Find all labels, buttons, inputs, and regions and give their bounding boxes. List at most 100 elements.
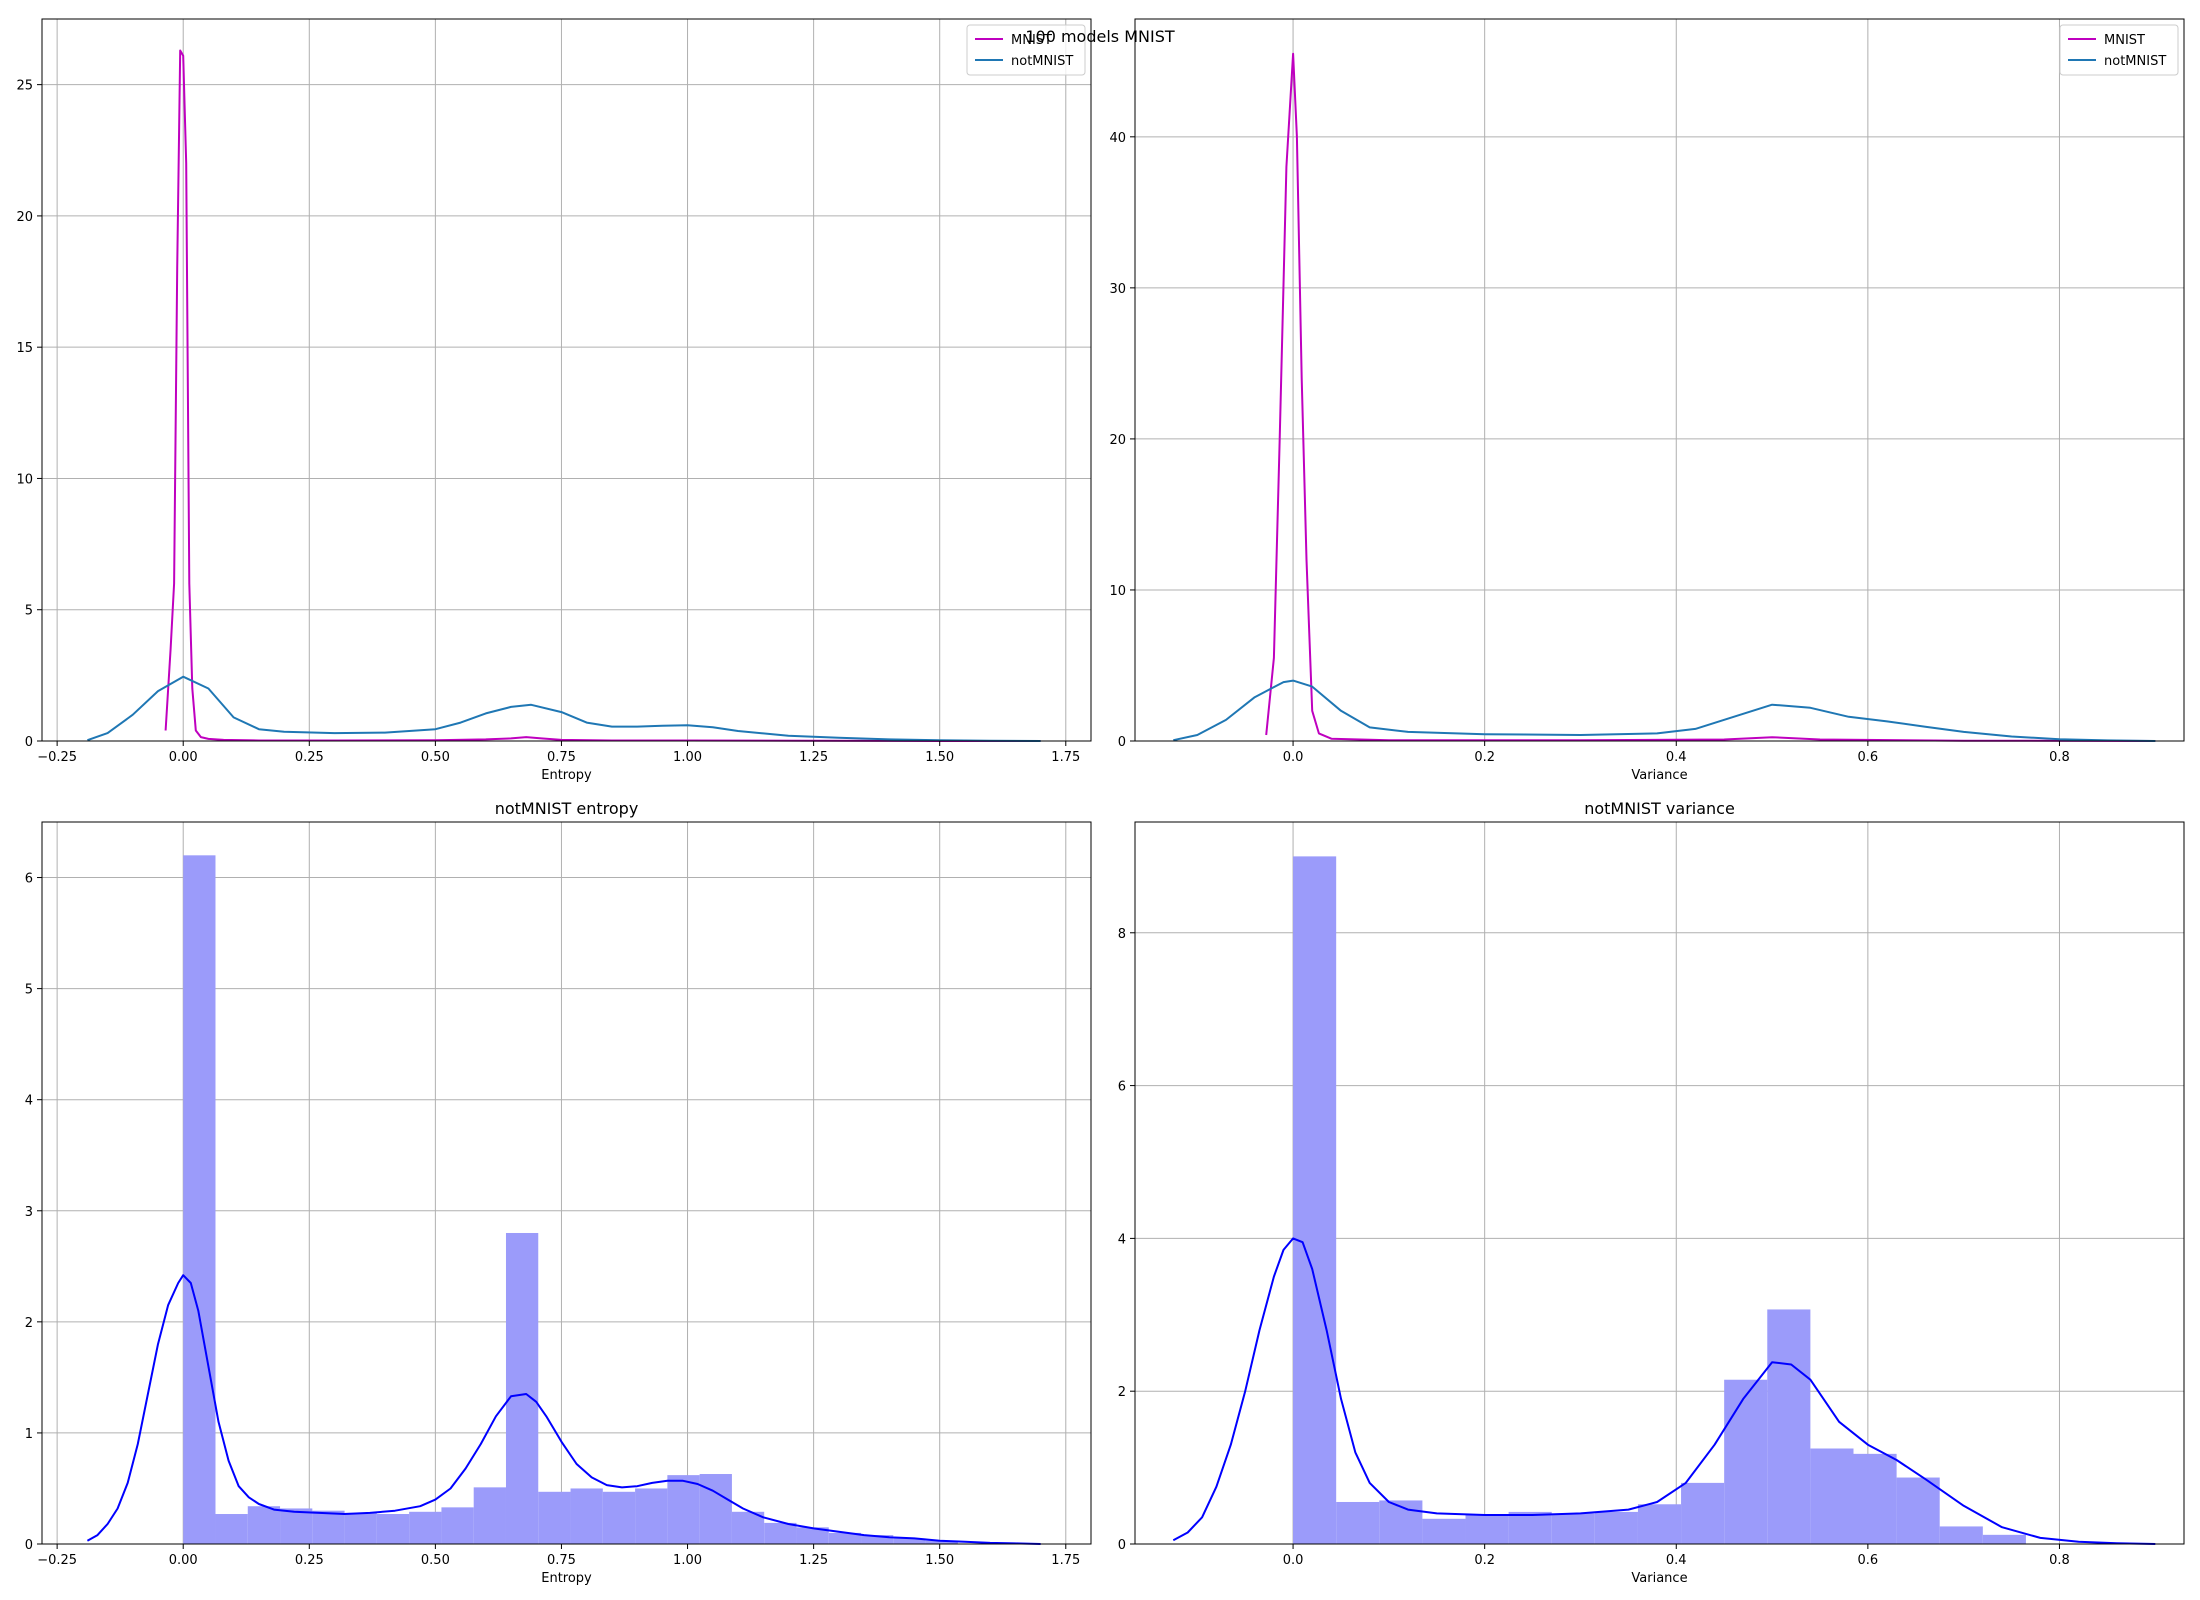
y-tick-label: 15 — [16, 341, 33, 356]
kde-line — [86, 1274, 1041, 1545]
y-tick-label: 0 — [25, 735, 33, 750]
y-tick-label: 10 — [16, 472, 33, 487]
histogram-bar — [1767, 1309, 1811, 1544]
legend-label: MNIST — [1011, 33, 1052, 48]
y-tick-label: 3 — [25, 1205, 33, 1220]
x-axis-label: Entropy — [541, 1571, 592, 1586]
legend-label: MNIST — [2104, 33, 2145, 48]
subplot-variance-kde: 0.0 0.2 0.4 0.6 0.8 0 10 20 30 40 Variance MNIST not… — [1109, 18, 2185, 783]
y-tick-label: 30 — [1109, 282, 1126, 297]
y-tick-label: 20 — [16, 210, 33, 225]
histogram-bar — [828, 1532, 862, 1544]
x-tick-label: 1.50 — [925, 750, 954, 765]
histogram-bar — [1724, 1379, 1768, 1544]
subplot-title: notMNIST entropy — [495, 799, 639, 818]
histogram-bar — [505, 1232, 539, 1544]
y-tick-label: 2 — [25, 1316, 33, 1331]
y-tick-label: 5 — [25, 983, 33, 998]
histogram-bar — [893, 1538, 926, 1544]
y-tick-label: 6 — [25, 872, 33, 887]
histogram-bar — [1853, 1453, 1897, 1544]
x-tick-label: 0.00 — [169, 1553, 198, 1568]
x-tick-label: 0.75 — [547, 1553, 576, 1568]
x-tick-label: 0.25 — [295, 750, 324, 765]
x-axis-label: Variance — [1631, 768, 1687, 783]
legend-label: notMNIST — [1011, 54, 1073, 69]
axes-frame — [41, 821, 1092, 1545]
subplot-title: notMNIST variance — [1584, 799, 1735, 818]
histogram-bar — [1982, 1534, 2026, 1544]
x-tick-label: 0.8 — [2049, 750, 2070, 765]
histogram-bar — [796, 1527, 829, 1544]
axes-frame — [1134, 18, 2185, 742]
histogram-bar — [409, 1511, 442, 1544]
x-tick-label: 0.6 — [1858, 750, 1879, 765]
subplot-entropy-kde: −0.25 0.00 0.25 0.50 0.75 1.00 1.25 1.50 1.75 0 5 1… — [16, 18, 1092, 783]
axes-frame — [41, 18, 1092, 742]
x-tick-label: 0.50 — [421, 1553, 450, 1568]
histogram-bar — [344, 1512, 377, 1544]
x-tick-label: 1.25 — [799, 1553, 828, 1568]
x-tick-label: −0.25 — [37, 1553, 77, 1568]
subplot-entropy-hist: −0.25 0.00 0.25 0.50 0.75 1.00 1.25 1.50 1.75 0 1 2… — [25, 799, 1092, 1586]
x-tick-label: 0.6 — [1858, 1553, 1879, 1568]
y-tick-label: 4 — [25, 1094, 33, 1109]
histogram-bar — [602, 1491, 636, 1544]
y-tick-label: 0 — [1118, 735, 1126, 750]
legend-frame — [2059, 24, 2179, 76]
series-line-mnist — [164, 49, 1041, 742]
x-tick-label: 0.4 — [1666, 750, 1687, 765]
x-tick-label: 1.00 — [673, 750, 702, 765]
histogram-bar — [1465, 1514, 1509, 1544]
y-tick-label: 4 — [1118, 1232, 1126, 1247]
x-tick-label: −0.25 — [37, 750, 77, 765]
legend: MNIST notMNIST — [966, 24, 1086, 76]
histogram-bar — [441, 1507, 474, 1544]
histogram-bar — [1681, 1482, 1725, 1544]
histogram-bar — [1896, 1477, 1940, 1544]
histogram-bar — [1594, 1511, 1638, 1544]
x-tick-label: 0.4 — [1666, 1553, 1687, 1568]
histogram-bar — [473, 1487, 506, 1544]
subplot-variance-hist: 0.0 0.2 0.4 0.6 0.8 0 2 4 6 8 Variance notMNIST var… — [1118, 799, 2185, 1586]
y-tick-label: 0 — [1118, 1538, 1126, 1553]
y-tick-label: 10 — [1109, 584, 1126, 599]
histogram-bar — [1293, 856, 1337, 1544]
histogram-bar — [215, 1514, 248, 1544]
histogram-bar — [699, 1474, 732, 1544]
histogram-bar — [635, 1488, 668, 1544]
histogram-bar — [1810, 1448, 1854, 1544]
histogram-bar — [764, 1522, 797, 1544]
legend-label: notMNIST — [2104, 54, 2166, 69]
histogram-bar — [183, 855, 216, 1544]
histogram-bar — [1551, 1513, 1595, 1544]
y-tick-label: 25 — [16, 79, 33, 94]
y-tick-label: 1 — [25, 1427, 33, 1442]
x-tick-label: 0.0 — [1283, 1553, 1304, 1568]
x-tick-label: 0.50 — [421, 750, 450, 765]
figure-suptitle: 100 models MNIST — [1025, 27, 1175, 46]
histogram-bar — [280, 1508, 313, 1544]
x-tick-label: 0.0 — [1283, 750, 1304, 765]
x-tick-label: 1.75 — [1051, 1553, 1080, 1568]
histogram-bar — [538, 1491, 571, 1544]
y-tick-label: 40 — [1109, 131, 1126, 146]
series-line-notmnist — [87, 675, 1041, 742]
histogram-bar — [925, 1540, 958, 1544]
y-tick-label: 6 — [1118, 1080, 1126, 1095]
histogram-bar — [247, 1506, 281, 1544]
histogram-bar — [1939, 1526, 1983, 1544]
x-tick-label: 0.25 — [295, 1553, 324, 1568]
y-tick-label: 0 — [25, 1538, 33, 1553]
y-tick-label: 8 — [1118, 927, 1126, 942]
legend: MNIST notMNIST — [2059, 24, 2179, 76]
x-tick-label: 1.00 — [673, 1553, 702, 1568]
x-axis-label: Entropy — [541, 768, 592, 783]
histogram-bar — [1336, 1501, 1380, 1544]
x-tick-label: 0.8 — [2049, 1553, 2070, 1568]
series-line-notmnist — [1173, 679, 2156, 742]
y-tick-label: 5 — [25, 604, 33, 619]
histogram-bar — [667, 1475, 700, 1544]
axes-frame — [1134, 821, 2185, 1545]
